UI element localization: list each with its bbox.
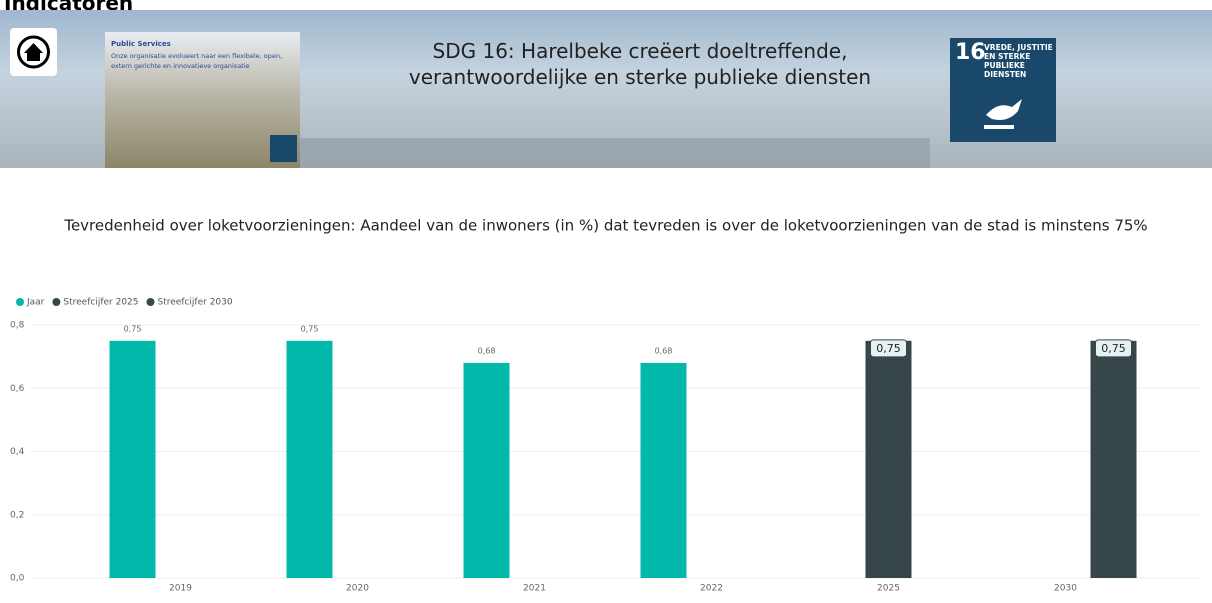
legend-label: Jaar — [26, 298, 45, 308]
sdg-number: 16 — [955, 40, 986, 65]
x-tick-label: 2020 — [346, 584, 369, 594]
bar — [463, 362, 510, 578]
x-tick-label: 2030 — [1054, 584, 1077, 594]
y-tick-label: 0,8 — [10, 321, 25, 331]
sdg-label: VREDE, JUSTITIE EN STERKE PUBLIEKE DIENS… — [984, 43, 1053, 79]
x-tick-label: 2019 — [169, 584, 192, 594]
y-tick-label: 0,4 — [10, 447, 25, 457]
legend-label: Streefcijfer 2030 — [158, 298, 233, 308]
card-text: Onze organisatie evolueert naar een flex… — [111, 52, 283, 70]
chart: Tevredenheid over loketvoorzieningen: Aa… — [10, 217, 1200, 594]
card-title: Public Services — [111, 40, 171, 48]
data-label: 0,75 — [876, 342, 901, 355]
dove-icon — [984, 99, 1022, 129]
y-tick-label: 0,6 — [10, 384, 25, 394]
home-button[interactable] — [10, 28, 57, 76]
header: Public Services Onze organisatie evoluee… — [0, 10, 1212, 168]
legend-label: Streefcijfer 2025 — [63, 298, 138, 308]
y-tick-label: 0,0 — [10, 574, 25, 584]
bar — [640, 362, 687, 578]
data-label: 0,75 — [301, 324, 319, 333]
x-tick-label: 2022 — [700, 584, 723, 594]
data-label: 0,75 — [124, 324, 142, 333]
legend-marker — [52, 298, 61, 306]
title-line: verantwoordelijke en sterke publieke die… — [408, 65, 872, 89]
legend-marker — [16, 298, 24, 306]
legend-marker — [146, 298, 155, 306]
bar — [865, 340, 912, 578]
y-tick-label: 0,2 — [10, 510, 24, 520]
bar — [109, 340, 156, 578]
bar — [1090, 340, 1137, 578]
x-tick-label: 2021 — [523, 584, 546, 594]
bar — [286, 340, 333, 578]
card[interactable]: Public Services Onze organisatie evoluee… — [105, 32, 300, 168]
data-label-box — [870, 339, 907, 358]
sdg-icon: 16 VREDE, JUSTITIE EN STERKE PUBLIEKE DI… — [950, 38, 1056, 142]
card-icon — [270, 135, 297, 162]
chart-title: Tevredenheid over loketvoorzieningen: Aa… — [63, 217, 1147, 235]
data-label: 0,68 — [655, 346, 673, 355]
x-tick-label: 2025 — [877, 584, 900, 594]
home-icon[interactable] — [10, 28, 57, 76]
data-label-box — [1095, 339, 1132, 358]
data-label: 0,68 — [478, 346, 496, 355]
title-line: SDG 16: Harelbeke creëert doeltreffende, — [432, 39, 848, 63]
data-label: 0,75 — [1101, 342, 1126, 355]
header-title: SDG 16: Harelbeke creëert doeltreffende,… — [340, 38, 940, 90]
